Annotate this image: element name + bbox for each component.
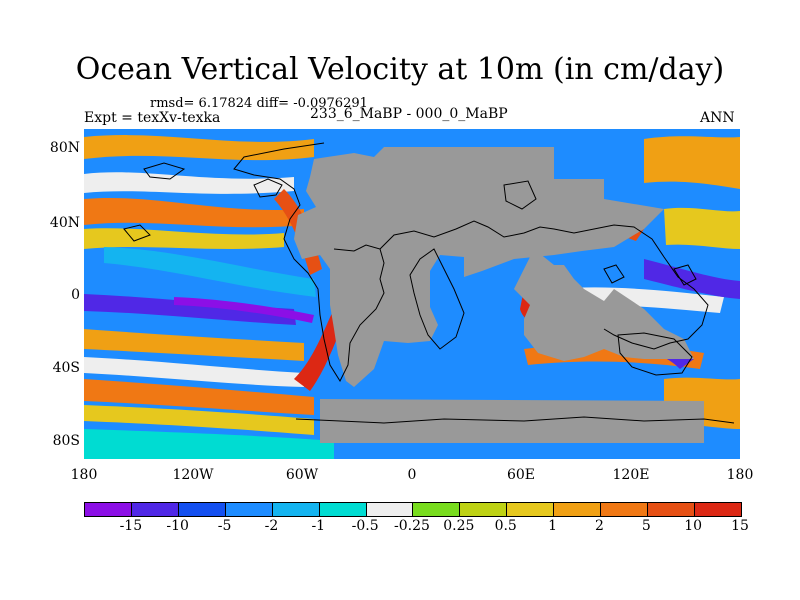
colorbar-label: 1 bbox=[548, 518, 558, 534]
colorbar-label: -10 bbox=[166, 518, 189, 534]
coastline bbox=[123, 142, 735, 424]
colorbar-label: 5 bbox=[641, 518, 651, 534]
experiment-label: Expt = texXv-texka bbox=[84, 110, 221, 126]
colorbar-label: 0.25 bbox=[443, 518, 475, 534]
colorbar-swatch bbox=[366, 503, 414, 516]
plot-title: Ocean Vertical Velocity at 10m (in cm/da… bbox=[75, 52, 725, 87]
colorbar-swatch bbox=[507, 503, 555, 516]
colorbar bbox=[84, 502, 742, 517]
colorbar-swatch bbox=[225, 503, 273, 516]
colorbar-swatch bbox=[319, 503, 367, 516]
lon-label-120w: 120W bbox=[172, 467, 214, 483]
colorbar-label: -5 bbox=[217, 518, 232, 534]
colorbar-label: 0.5 bbox=[494, 518, 517, 534]
lat-label-0: 0 bbox=[71, 287, 80, 303]
lon-label-60e: 60E bbox=[506, 467, 536, 483]
lon-label-0: 0 bbox=[407, 467, 417, 483]
colorbar-label: 15 bbox=[731, 518, 749, 534]
colorbar-swatch bbox=[460, 503, 508, 516]
colorbar-label: -0.25 bbox=[394, 518, 430, 534]
lon-label-180w: 180 bbox=[70, 467, 98, 483]
colorbar-swatch bbox=[178, 503, 226, 516]
colorbar-swatch bbox=[85, 503, 132, 516]
colorbar-swatch bbox=[131, 503, 179, 516]
colorbar-label: -1 bbox=[311, 518, 326, 534]
lon-label-120e: 120E bbox=[612, 467, 650, 483]
period-label: 233_6_MaBP - 000_0_MaBP bbox=[310, 106, 508, 122]
colorbar-swatch bbox=[413, 503, 461, 516]
colorbar-label: -0.5 bbox=[351, 518, 379, 534]
colorbar-swatch bbox=[694, 503, 741, 516]
colorbar-label: 2 bbox=[594, 518, 604, 534]
colorbar-swatch bbox=[648, 503, 695, 516]
colorbar-swatch bbox=[601, 503, 649, 516]
lat-label-40n: 40N bbox=[49, 215, 80, 231]
lon-label-60w: 60W bbox=[285, 467, 319, 483]
land-mass bbox=[294, 147, 704, 443]
colorbar-swatch bbox=[554, 503, 602, 516]
lat-label-40s: 40S bbox=[52, 360, 80, 376]
lon-label-180e: 180 bbox=[726, 467, 754, 483]
colorbar-label: -2 bbox=[264, 518, 279, 534]
rmsd-diff-stats: rmsd= 6.17824 diff= -0.0976291 bbox=[150, 96, 368, 111]
colorbar-label: -15 bbox=[119, 518, 143, 534]
lat-label-80n: 80N bbox=[49, 140, 80, 156]
lat-label-80s: 80S bbox=[52, 433, 80, 449]
colorbar-label: 10 bbox=[684, 518, 703, 534]
map-panel bbox=[84, 129, 740, 459]
map-field bbox=[84, 129, 740, 459]
colorbar-swatch bbox=[272, 503, 320, 516]
season-label: ANN bbox=[700, 110, 735, 126]
